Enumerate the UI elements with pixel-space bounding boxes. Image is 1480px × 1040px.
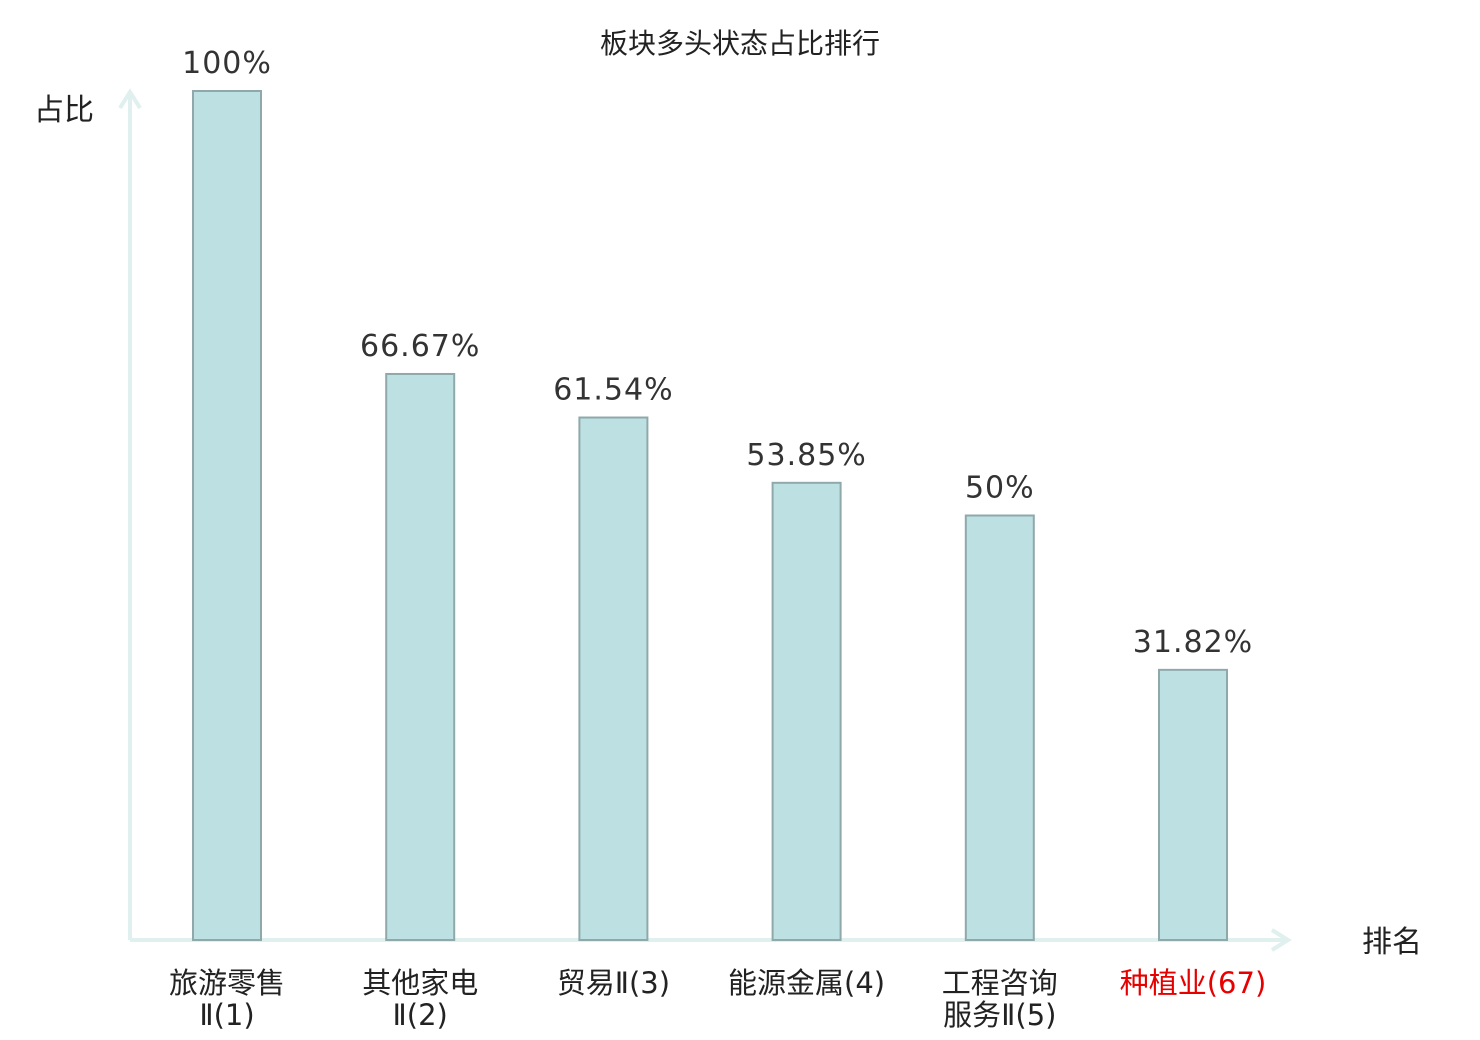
category-label-1-line-2: Ⅱ(1) — [199, 998, 254, 1032]
bar-3 — [578, 416, 649, 941]
bar-1 — [192, 90, 262, 941]
x-axis-label: 排名 — [1362, 925, 1422, 960]
value-labels-group: 100% 66.67% 61.54% 53.85% 50% 31.82% — [182, 46, 1253, 660]
y-axis-arrow — [118, 88, 142, 110]
value-label-1: 100% — [182, 46, 272, 81]
category-label-3: 贸易Ⅱ(3) — [557, 966, 670, 1000]
category-label-1-line-1: 旅游零售 — [169, 966, 285, 1000]
value-label-4: 53.85% — [746, 438, 866, 473]
bar-4 — [771, 481, 842, 941]
category-label-5-line-2: 服务Ⅱ(5) — [943, 998, 1056, 1032]
y-axis-label: 占比 — [34, 93, 94, 128]
category-label-2-line-1: 其他家电 — [362, 966, 478, 1000]
x-axis-arrow — [1270, 928, 1292, 952]
bars-group — [192, 90, 1228, 942]
bar-5 — [964, 514, 1035, 941]
bar-2 — [385, 372, 456, 942]
value-label-3: 61.54% — [553, 373, 673, 408]
value-label-5: 50% — [965, 471, 1035, 506]
category-label-6: 种植业(67) — [1120, 966, 1267, 1000]
category-label-2-line-2: Ⅱ(2) — [393, 998, 448, 1032]
value-label-2: 66.67% — [360, 329, 480, 364]
value-label-6: 31.82% — [1133, 625, 1253, 660]
category-label-5-line-1: 工程咨询 — [942, 966, 1058, 1000]
category-label-4: 能源金属(4) — [728, 966, 885, 1000]
bar-6 — [1158, 668, 1228, 941]
chart-title: 板块多头状态占比排行 — [600, 27, 880, 60]
